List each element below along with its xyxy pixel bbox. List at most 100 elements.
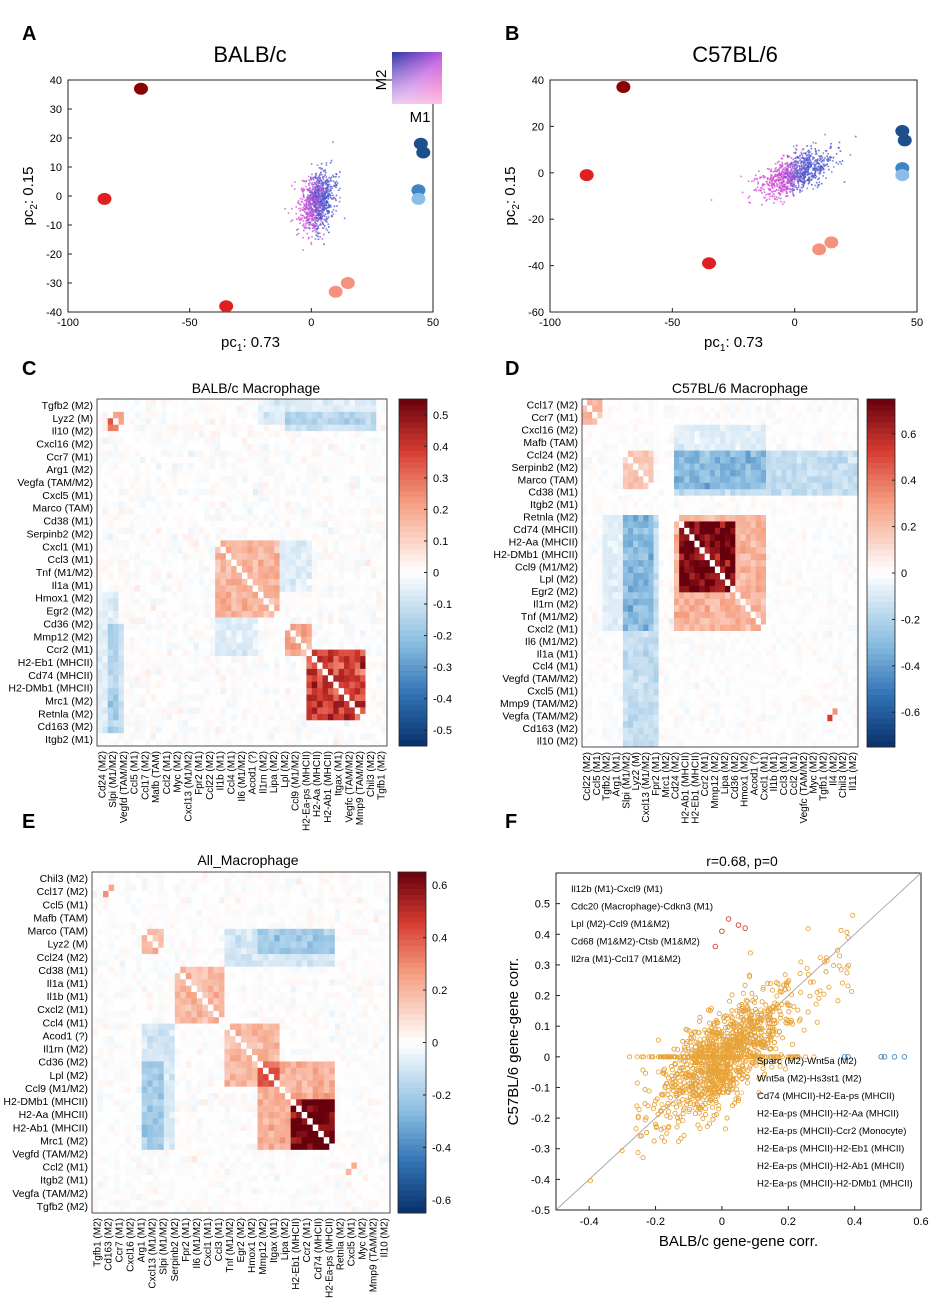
heatmap-cell (188, 656, 194, 663)
cloud-point (325, 182, 328, 184)
cloud-point (311, 197, 313, 200)
heatmap-cell (123, 463, 130, 470)
cloud-point (321, 185, 324, 188)
heatmap-cell (354, 675, 361, 683)
heatmap-cell (284, 546, 291, 554)
heatmap-cell (311, 675, 318, 683)
heatmap-cell (279, 694, 286, 702)
heatmap-cell (172, 739, 178, 747)
heatmap-cell (107, 546, 114, 554)
heatmap-cell (156, 488, 162, 496)
heatmap-cell (311, 482, 318, 490)
heatmap-cell (139, 405, 146, 413)
cloud-point (786, 168, 789, 170)
heatmap-cell (306, 443, 313, 451)
heatmap-cell (381, 662, 388, 670)
cloud-point (761, 187, 763, 190)
cloud-point (802, 177, 805, 179)
cloud-point (810, 145, 812, 147)
heatmap-cell (172, 585, 178, 593)
heatmap-cell (102, 713, 109, 721)
cloud-point (319, 167, 321, 169)
heatmap-cell (274, 463, 280, 470)
heatmap-cell (236, 418, 243, 426)
cloud-point (312, 177, 314, 180)
heatmap-cell (306, 662, 313, 670)
cloud-point (779, 166, 781, 168)
heatmap-cell (317, 578, 323, 586)
heatmap-cell (295, 649, 302, 657)
cloud-point (318, 232, 321, 235)
cloud-point (317, 208, 320, 210)
cloud-point (747, 180, 750, 183)
cloud-point (308, 189, 311, 192)
cloud-point (808, 157, 811, 160)
heatmap-cell (242, 688, 248, 695)
heatmap-cell (322, 636, 329, 644)
heatmap-cell (123, 469, 130, 477)
heatmap-cell (231, 598, 237, 605)
cloud-point (324, 181, 327, 183)
cloud-point (298, 219, 301, 221)
heatmap-cell (220, 572, 227, 580)
cloud-point (792, 172, 794, 175)
heatmap-cell (118, 527, 125, 535)
heatmap-cell (134, 585, 141, 593)
heatmap-cell (279, 559, 286, 567)
heatmap-cell (188, 559, 194, 567)
heatmap-cell (220, 514, 227, 522)
cloud-point (791, 170, 793, 172)
cloud-point (782, 180, 785, 182)
heatmap-cell (123, 733, 130, 740)
heatmap-cell (274, 405, 280, 413)
heatmap-cell (97, 463, 103, 470)
heatmap-cell (113, 450, 119, 458)
heatmap-cell (295, 437, 302, 445)
heatmap-cell (333, 720, 339, 728)
cloud-point (306, 189, 309, 192)
heatmap-cell (161, 533, 168, 541)
heatmap-cell (193, 495, 200, 503)
heatmap-cell (317, 405, 323, 413)
heatmap-cell (247, 643, 254, 650)
sample-marker (895, 125, 910, 138)
heatmap-cell (365, 501, 372, 509)
heatmap-cell (231, 707, 237, 715)
heatmap-cell (338, 611, 345, 618)
colorbar-segment (399, 543, 427, 550)
heatmap-cell (231, 527, 237, 535)
heatmap-cell (327, 456, 334, 464)
cloud-point (800, 172, 803, 174)
heatmap-cell (193, 527, 200, 535)
heatmap-cell (360, 411, 366, 419)
heatmap-cell (365, 733, 372, 740)
heatmap-cell (215, 585, 221, 593)
cloud-point (313, 223, 316, 226)
heatmap-cell (381, 443, 388, 451)
heatmap-cell (349, 726, 356, 734)
heatmap-cell (242, 707, 248, 715)
heatmap-cell (365, 559, 372, 567)
heatmap-cell (252, 566, 259, 573)
cloud-point (826, 159, 828, 161)
heatmap-cell (204, 572, 211, 580)
cloud-point (312, 176, 314, 179)
heatmap-cell (279, 707, 286, 715)
cloud-point (766, 177, 769, 180)
heatmap-cell (258, 546, 264, 554)
sample-marker (134, 82, 148, 95)
panel-c-plot-area: Tgfb2 (M2)Lyz2 (M)Il10 (M2)Cxcl16 (M2)Cc… (8, 398, 452, 831)
heatmap-cell (204, 726, 211, 734)
heatmap-cell (123, 713, 130, 721)
heatmap-cell (365, 437, 372, 445)
heatmap-cell (199, 437, 205, 445)
heatmap-cell (156, 694, 162, 702)
cloud-point (819, 156, 821, 159)
heatmap-cell (338, 418, 345, 426)
cloud-point (804, 167, 806, 169)
cloud-point (807, 179, 810, 181)
heatmap-cell (199, 591, 205, 599)
heatmap-cell (123, 591, 130, 599)
heatmap-cell (344, 662, 350, 670)
heatmap-cell (263, 726, 270, 734)
